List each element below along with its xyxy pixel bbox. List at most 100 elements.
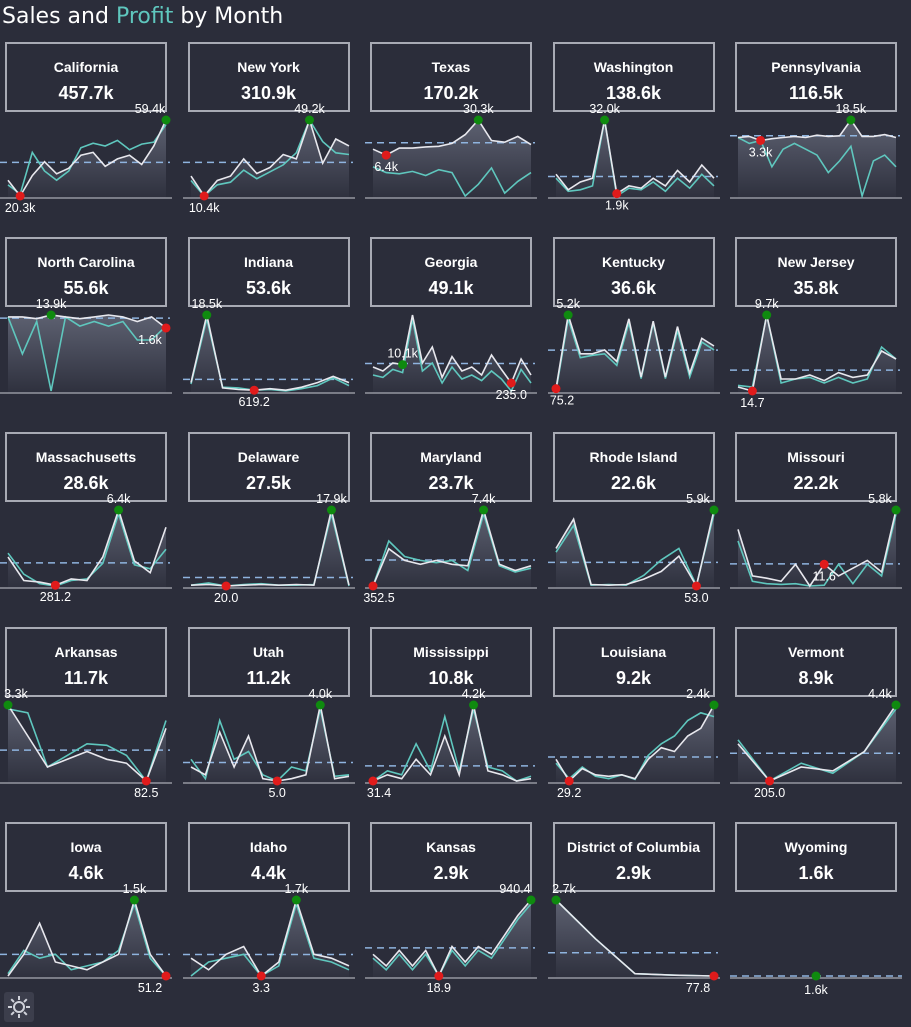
state-card[interactable]: Kansas 2.9k: [370, 822, 532, 892]
min-value-label: 51.2: [138, 981, 162, 995]
state-name: New York: [237, 59, 300, 75]
state-card[interactable]: Missouri 22.2k: [735, 432, 897, 502]
max-point-marker: [469, 700, 479, 710]
sparkline-chart: 20.0 17.9k: [182, 492, 355, 605]
sales-area: [555, 900, 714, 978]
state-name: Pennsylvania: [771, 59, 861, 75]
max-point-marker: [709, 505, 718, 515]
state-card[interactable]: North Carolina 55.6k: [5, 237, 167, 307]
state-card[interactable]: District of Columbia 2.9k: [552, 822, 715, 892]
min-value-label: 20.3k: [5, 201, 36, 215]
min-value-label: 18.9: [427, 981, 451, 995]
min-point-marker: [141, 776, 151, 786]
max-point-marker: [398, 360, 408, 370]
sparkline-chart: 53.0 5.9k: [547, 492, 720, 605]
state-card[interactable]: Rhode Island 22.6k: [552, 432, 715, 502]
min-value-label: 3.3: [252, 981, 269, 995]
max-point-marker: [129, 895, 139, 905]
profit-line: [554, 119, 715, 198]
sales-area: [738, 705, 896, 783]
state-panel: Indiana 53.6k 619.2 18.5k: [182, 235, 355, 430]
state-card[interactable]: Iowa 4.6k: [5, 822, 167, 892]
state-card[interactable]: Washington 138.6k: [552, 42, 715, 112]
state-card[interactable]: Utah 11.2k: [187, 627, 350, 697]
min-value-label: 235.0: [496, 388, 527, 402]
min-value-label: 11.6: [812, 569, 835, 583]
sales-line: [372, 118, 532, 156]
sales-line: [737, 509, 897, 588]
state-panel: Missouri 22.2k 11.6 5.8k: [730, 430, 902, 625]
state-name: District of Columbia: [566, 839, 700, 855]
state-card[interactable]: Georgia 49.1k: [370, 237, 532, 307]
max-point-marker: [315, 700, 325, 710]
max-value-label: 30.3k: [463, 102, 494, 116]
state-card[interactable]: Pennsylvania 116.5k: [735, 42, 897, 112]
state-name: Iowa: [70, 839, 102, 855]
sales-line: [554, 314, 714, 389]
max-value-label: 9.7k: [755, 297, 779, 311]
state-total-sales: 310.9k: [240, 83, 297, 103]
max-point-marker: [326, 505, 336, 515]
max-value-label: 1.6k: [804, 983, 828, 997]
sales-area: [190, 120, 349, 198]
state-name: California: [53, 59, 119, 75]
min-value-label: 205.0: [754, 786, 785, 800]
max-point-marker: [762, 310, 772, 320]
state-card[interactable]: California 457.7k: [5, 42, 167, 112]
min-value-label: 75.2: [549, 394, 573, 408]
state-card[interactable]: Wyoming 1.6k: [735, 822, 897, 892]
max-point-marker: [161, 115, 171, 125]
sales-area: [373, 315, 531, 393]
state-card[interactable]: New Jersey 35.8k: [735, 237, 897, 307]
sparkline-chart: 14.7 9.7k: [730, 297, 902, 410]
min-point-marker: [381, 150, 391, 160]
min-value-label: 53.0: [684, 591, 708, 605]
min-value-label: 3.3k: [749, 145, 773, 159]
sales-line: [7, 507, 167, 587]
settings-gear-icon[interactable]: [4, 992, 34, 1022]
state-card[interactable]: Texas 170.2k: [370, 42, 532, 112]
profit-line: [737, 136, 897, 200]
state-total-sales: 9.2k: [615, 668, 652, 688]
state-card[interactable]: Kentucky 36.6k: [552, 237, 715, 307]
state-card[interactable]: Arkansas 11.7k: [5, 627, 167, 697]
min-value-label: 1.9k: [604, 199, 628, 213]
state-name: Utah: [252, 644, 285, 660]
state-name: Georgia: [424, 254, 478, 270]
state-card[interactable]: Vermont 8.9k: [735, 627, 897, 697]
min-value-label: 6.4k: [374, 160, 398, 174]
state-panel: Vermont 8.9k 205.0 4.4k: [730, 625, 902, 820]
state-card[interactable]: Idaho 4.4k: [187, 822, 350, 892]
sales-area: [8, 315, 166, 393]
profit-line: [7, 901, 167, 977]
state-card[interactable]: Mississippi 10.8k: [370, 627, 532, 697]
state-card[interactable]: Indiana 53.6k: [187, 237, 350, 307]
profit-line: [372, 708, 532, 782]
sparkline-chart: 75.2 5.2k: [547, 297, 720, 408]
min-point-marker: [691, 581, 701, 591]
state-name: Idaho: [249, 839, 288, 855]
max-value-label: 7.4k: [472, 492, 496, 506]
sparkline-chart: 10.4k 49.2k: [182, 102, 355, 215]
state-total-sales: 8.9k: [798, 668, 834, 688]
min-point-marker: [272, 776, 282, 786]
max-value-label: 5.2k: [556, 297, 580, 311]
sales-line: [190, 704, 349, 782]
state-card[interactable]: Maryland 23.7k: [370, 432, 532, 502]
profit-line: [7, 315, 167, 392]
state-card[interactable]: Delaware 27.5k: [187, 432, 350, 502]
sparkline-chart: 29.2 2.4k: [547, 687, 720, 800]
max-point-marker: [201, 310, 211, 320]
profit-line: [737, 513, 897, 587]
sales-area: [8, 900, 166, 978]
sales-area: [373, 510, 531, 588]
state-card[interactable]: New York 310.9k: [187, 42, 350, 112]
sparkline-chart: 18.9 940.4: [365, 882, 537, 995]
state-card[interactable]: Louisiana 9.2k: [552, 627, 715, 697]
state-panel: Mississippi 10.8k 31.4 4.2k: [365, 625, 537, 820]
state-card[interactable]: Massachusetts 28.6k: [5, 432, 167, 502]
max-value-label: 18.5k: [191, 297, 222, 311]
max-point-marker: [114, 505, 124, 515]
state-total-sales: 53.6k: [245, 278, 292, 298]
state-panel: Kentucky 36.6k 75.2 5.2k: [547, 235, 720, 430]
